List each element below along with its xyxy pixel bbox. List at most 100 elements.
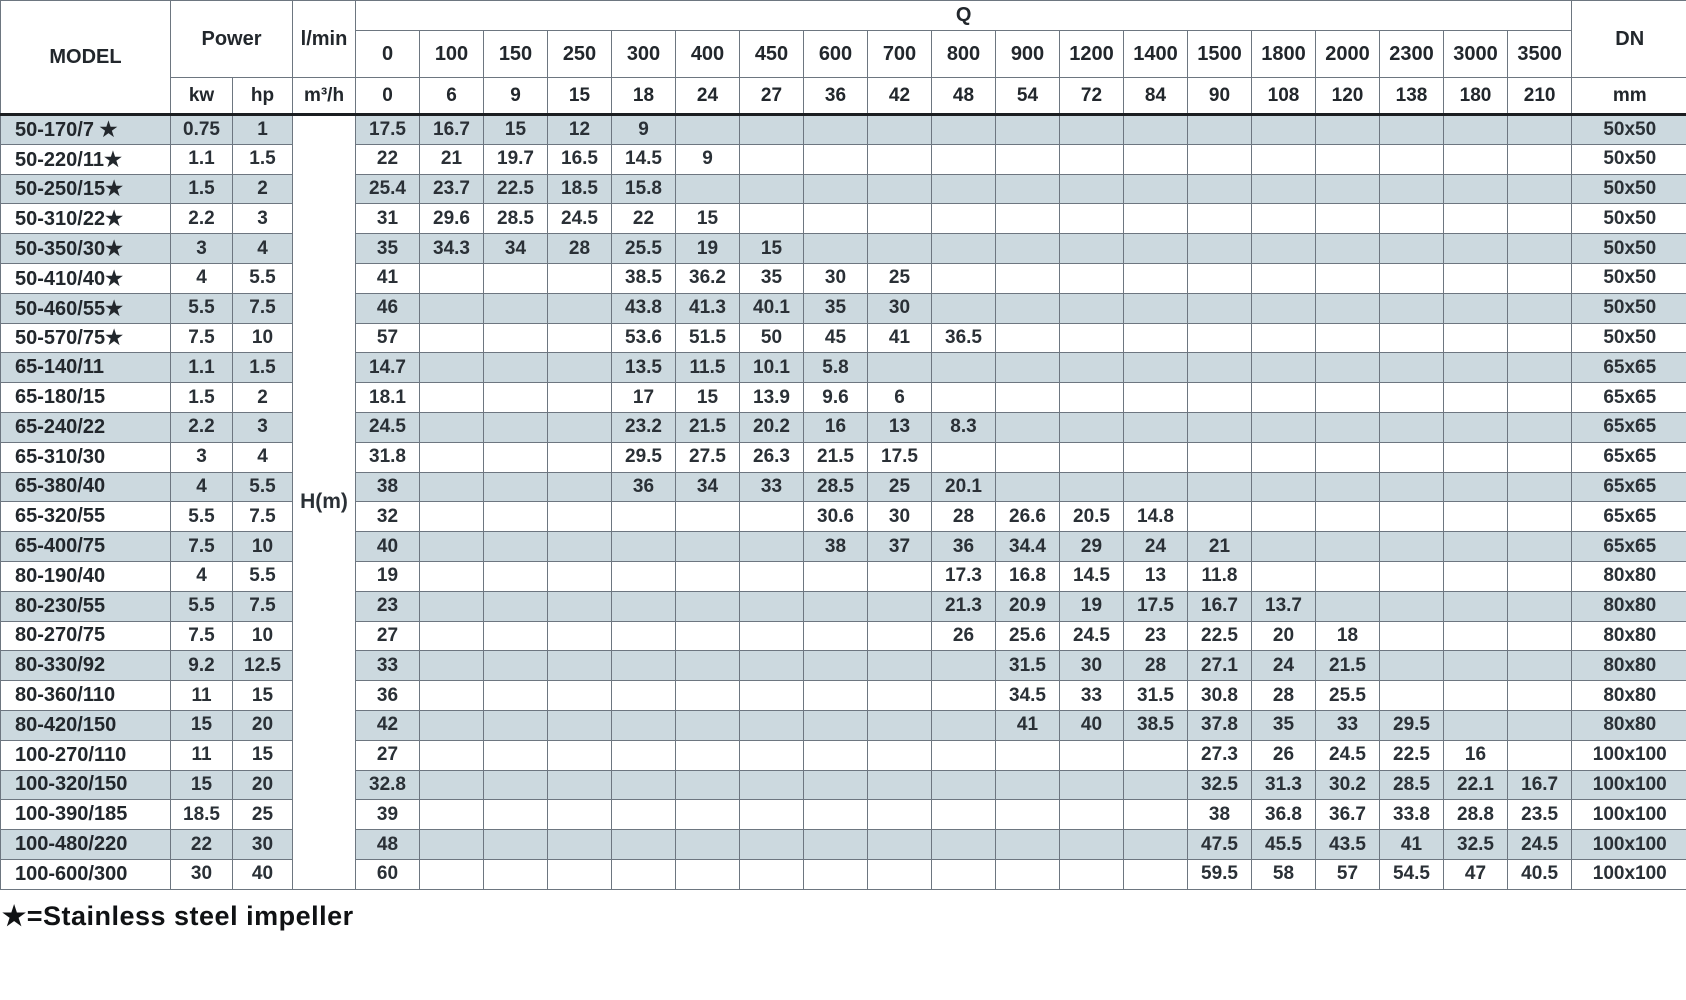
dn-cell: 65x65 xyxy=(1571,471,1686,503)
q-head-value-cell xyxy=(611,739,676,771)
q-head-value-cell: 31.5 xyxy=(1123,680,1188,711)
q-head-value-cell xyxy=(1251,322,1316,354)
q-head-value-cell xyxy=(1059,858,1124,890)
q-head-value-cell xyxy=(867,769,932,801)
power-hp-cell: 10 xyxy=(232,322,293,354)
q-head-value-cell xyxy=(1187,113,1252,145)
q-head-value-cell: 21.3 xyxy=(931,590,996,622)
q-head-value-cell xyxy=(547,709,612,741)
table-row: 100-600/300 30 40 60 59.5 58 57 54.5 47 40.5 100x1… xyxy=(0,858,1686,890)
power-kw-cell: 5.5 xyxy=(170,501,233,533)
q-head-value-cell xyxy=(483,531,548,562)
head-meters-label-cell: H(m) xyxy=(292,113,356,890)
q-head-value-cell xyxy=(483,262,548,294)
q-head-value-cell: 13.9 xyxy=(739,382,804,413)
q-head-value-cell xyxy=(611,590,676,622)
q-head-value-cell xyxy=(867,799,932,831)
q-head-value-cell: 41 xyxy=(355,262,420,294)
q-head-value-cell xyxy=(675,620,740,652)
q-head-value-cell xyxy=(931,173,996,205)
model-cell: 50-460/55★ xyxy=(0,292,171,324)
q-head-value-cell: 36 xyxy=(355,680,420,711)
q-head-value-cell: 34.4 xyxy=(995,531,1060,562)
q-head-value-cell xyxy=(1251,411,1316,443)
power-hp-cell: 1.5 xyxy=(232,352,293,384)
power-hp-cell: 30 xyxy=(232,829,293,860)
q-head-value-cell: 21 xyxy=(1187,531,1252,562)
q-head-value-cell: 32.8 xyxy=(355,769,420,801)
q-lmin-header-cell: 600 xyxy=(803,30,868,78)
q-head-value-cell xyxy=(1506,709,1573,741)
q-head-value-cell xyxy=(1187,501,1252,533)
q-m3h-header-cell: 90 xyxy=(1187,77,1252,115)
q-head-value-cell xyxy=(1315,203,1380,235)
q-head-value-cell xyxy=(547,590,612,622)
power-column-header: Power xyxy=(170,0,293,78)
q-head-value-cell xyxy=(1506,203,1573,235)
q-head-value-cell xyxy=(1379,173,1444,205)
power-hp-cell: 10 xyxy=(232,531,293,562)
power-kw-cell: 5.5 xyxy=(170,292,233,324)
q-head-value-cell xyxy=(931,680,996,711)
q-head-value-cell xyxy=(1123,203,1188,235)
q-head-value-cell: 15 xyxy=(739,233,804,264)
q-m3h-header-cell: 210 xyxy=(1506,77,1573,115)
power-kw-cell: 7.5 xyxy=(170,620,233,652)
table-row: 50-220/11★ 1.1 1.5 22 21 19.7 16.5 14.5 9 50x50 xyxy=(0,143,1686,175)
q-head-value-cell xyxy=(675,769,740,801)
q-head-value-cell: 51.5 xyxy=(675,322,740,354)
q-head-value-cell xyxy=(483,382,548,413)
table-row: 65-180/15 1.5 2 18.1 17 15 13.9 9.6 6 65x65 xyxy=(0,382,1686,413)
q-head-value-cell xyxy=(867,233,932,264)
model-cell: 100-390/185 xyxy=(0,799,171,831)
table-row: 50-310/22★ 2.2 3 31 29.6 28.5 24.5 22 15 50x50 xyxy=(0,203,1686,235)
q-head-value-cell xyxy=(1123,382,1188,413)
dn-column-header: DN xyxy=(1571,0,1686,78)
q-head-value-cell: 50 xyxy=(739,322,804,354)
q-head-value-cell xyxy=(931,739,996,771)
q-head-value-cell xyxy=(1059,352,1124,384)
dn-cell: 65x65 xyxy=(1571,531,1686,562)
power-hp-cell: 10 xyxy=(232,620,293,652)
kw-unit-header: kw xyxy=(170,77,233,115)
q-head-value-cell xyxy=(1379,501,1444,533)
table-row: 80-230/55 5.5 7.5 23 21.3 20.9 19 17.5 16.7 13.7 8… xyxy=(0,590,1686,622)
dn-cell: 50x50 xyxy=(1571,113,1686,145)
q-head-value-cell xyxy=(611,531,676,562)
q-head-value-cell xyxy=(483,620,548,652)
q-head-value-cell: 35 xyxy=(803,292,868,324)
q-head-value-cell xyxy=(547,739,612,771)
q-head-value-cell xyxy=(1443,441,1508,473)
model-cell: 80-190/40 xyxy=(0,560,171,592)
q-head-value-cell xyxy=(1123,292,1188,324)
q-head-value-cell: 14.5 xyxy=(1059,560,1124,592)
q-lmin-header-cell: 100 xyxy=(419,30,484,78)
q-head-value-cell: 17.5 xyxy=(1123,590,1188,622)
power-kw-cell: 11 xyxy=(170,680,233,711)
power-hp-cell: 5.5 xyxy=(232,560,293,592)
q-head-value-cell xyxy=(1251,501,1316,533)
q-head-value-cell: 18 xyxy=(1315,620,1380,652)
q-head-value-cell: 16.7 xyxy=(1506,769,1573,801)
q-head-value-cell: 29.6 xyxy=(419,203,484,235)
q-head-value-cell xyxy=(1059,233,1124,264)
q-head-value-cell: 24.5 xyxy=(1315,739,1380,771)
dn-cell: 50x50 xyxy=(1571,203,1686,235)
power-hp-cell: 3 xyxy=(232,203,293,235)
power-kw-cell: 1.5 xyxy=(170,382,233,413)
model-cell: 100-270/110 xyxy=(0,739,171,771)
q-head-value-cell xyxy=(867,173,932,205)
q-head-value-cell xyxy=(483,441,548,473)
q-head-value-cell: 57 xyxy=(1315,858,1380,890)
q-head-value-cell xyxy=(1187,352,1252,384)
table-row: 80-360/110 11 15 36 34.5 33 31.5 30.8 28 25.5 80x8… xyxy=(0,680,1686,711)
model-cell: 80-360/110 xyxy=(0,680,171,711)
q-head-value-cell xyxy=(483,709,548,741)
q-head-value-cell xyxy=(1187,173,1252,205)
q-head-value-cell xyxy=(803,560,868,592)
q-head-value-cell xyxy=(419,799,484,831)
q-head-value-cell xyxy=(547,650,612,682)
q-m3h-header-cell: 27 xyxy=(739,77,804,115)
q-head-value-cell: 31.5 xyxy=(995,650,1060,682)
q-head-value-cell xyxy=(1315,501,1380,533)
